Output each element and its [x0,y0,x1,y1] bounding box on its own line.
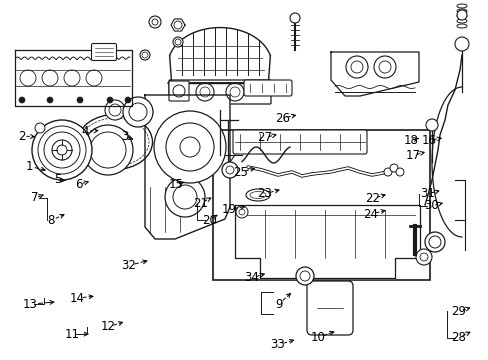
Circle shape [77,97,83,103]
Circle shape [83,125,133,175]
Text: 20: 20 [202,214,216,227]
Text: 16: 16 [421,134,436,147]
FancyBboxPatch shape [169,80,270,104]
Text: 22: 22 [365,192,379,205]
Circle shape [289,13,299,23]
Circle shape [107,97,113,103]
FancyBboxPatch shape [91,44,116,60]
Circle shape [154,111,225,183]
Circle shape [32,120,92,180]
Circle shape [389,164,397,172]
Text: 15: 15 [168,178,183,191]
Text: 26: 26 [275,112,289,125]
FancyBboxPatch shape [169,81,189,101]
Text: 10: 10 [310,331,325,344]
Text: 19: 19 [221,203,236,216]
Text: 28: 28 [450,331,465,344]
Text: 23: 23 [257,187,272,200]
Text: 25: 25 [233,166,247,179]
Circle shape [47,97,53,103]
Text: 2: 2 [18,130,26,143]
Text: 17: 17 [405,149,420,162]
Circle shape [173,37,183,47]
Text: 34: 34 [244,271,259,284]
Circle shape [123,97,153,127]
Bar [213,130,429,280]
Polygon shape [330,52,418,96]
Text: 8: 8 [47,214,55,227]
Text: 33: 33 [270,338,285,351]
Circle shape [140,50,150,60]
FancyBboxPatch shape [244,80,291,96]
FancyBboxPatch shape [232,130,366,154]
Circle shape [415,249,431,265]
Polygon shape [15,50,132,106]
Text: 4: 4 [81,125,89,138]
Text: 9: 9 [274,298,282,311]
Circle shape [125,97,131,103]
Polygon shape [145,95,229,239]
Circle shape [52,140,72,160]
Text: 6: 6 [75,178,83,191]
Circle shape [425,119,437,131]
Text: 11: 11 [65,328,80,341]
Circle shape [395,168,403,176]
Text: 12: 12 [101,320,116,333]
Text: 14: 14 [70,292,84,305]
Text: 18: 18 [403,134,417,147]
Text: 5: 5 [54,174,61,186]
Circle shape [164,177,204,217]
Text: 7: 7 [31,192,39,204]
Text: 24: 24 [363,208,377,221]
Text: 32: 32 [121,259,135,272]
Text: 27: 27 [257,131,272,144]
Circle shape [295,267,313,285]
Polygon shape [235,205,419,278]
Text: 30: 30 [423,199,438,212]
Text: 21: 21 [193,197,207,210]
Text: 13: 13 [23,298,38,311]
Circle shape [149,16,161,28]
FancyBboxPatch shape [306,281,352,335]
Circle shape [424,232,444,252]
Text: 3: 3 [121,130,128,143]
Circle shape [383,168,391,176]
Ellipse shape [245,189,269,201]
Circle shape [454,37,468,51]
Text: 31: 31 [420,187,434,200]
Text: 29: 29 [450,305,465,318]
Circle shape [19,97,25,103]
Circle shape [105,100,125,120]
Circle shape [236,206,247,218]
Circle shape [222,162,238,178]
Circle shape [35,123,45,133]
Text: 1: 1 [25,160,33,173]
Circle shape [456,10,466,20]
